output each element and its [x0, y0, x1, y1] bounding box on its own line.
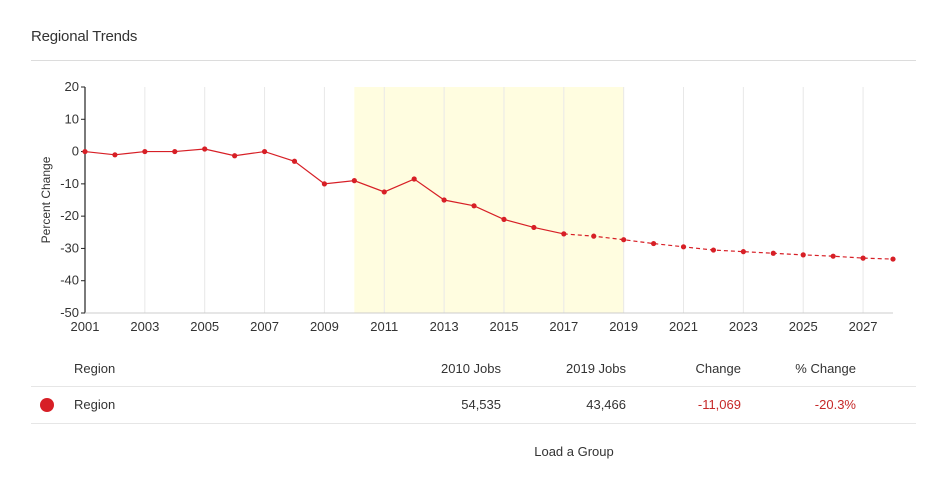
- data-point: [830, 253, 836, 259]
- x-tick-label: 2005: [190, 319, 219, 334]
- data-point: [82, 148, 88, 155]
- data-point: [740, 249, 746, 255]
- y-tick-label: -20: [60, 208, 79, 223]
- x-tick-label: 2007: [250, 319, 279, 334]
- data-point: [680, 244, 687, 250]
- data-point: [112, 152, 118, 158]
- header-region: Region: [74, 361, 116, 376]
- data-point: [531, 224, 537, 231]
- title-divider: [31, 60, 916, 61]
- data-point: [471, 203, 477, 209]
- series-line-projected: [563, 233, 894, 260]
- data-point: [591, 233, 597, 239]
- data-point: [621, 237, 627, 243]
- x-tick-label: 2013: [430, 319, 459, 334]
- y-tick-label: 10: [65, 111, 79, 126]
- highlight-band: [354, 87, 624, 313]
- data-point: [860, 255, 866, 261]
- data-point: [142, 148, 148, 155]
- row-2019-jobs: 43,466: [586, 397, 626, 412]
- header-pct-change: % Change: [795, 361, 856, 376]
- data-point: [232, 153, 238, 159]
- row-pct-change: -20.3%: [814, 397, 856, 412]
- y-tick-label: 20: [65, 79, 79, 94]
- region-table: Region 2010 Jobs 2019 Jobs Change % Chan…: [31, 352, 916, 424]
- table-row[interactable]: Region 54,535 43,466 -11,069 -20.3%: [31, 387, 916, 424]
- data-point: [172, 148, 178, 155]
- y-tick-label: -50: [60, 305, 79, 320]
- x-tick-label: 2003: [130, 319, 159, 334]
- data-point: [800, 252, 806, 258]
- x-tick-label: 2011: [370, 319, 398, 334]
- y-axis-label: Percent Change: [39, 156, 53, 243]
- load-group-container: Load a Group: [0, 444, 946, 459]
- x-tick-label: 2019: [609, 319, 638, 334]
- data-point: [441, 197, 447, 203]
- data-point: [501, 216, 507, 222]
- data-point: [411, 176, 417, 182]
- x-tick-label: 2009: [310, 319, 339, 334]
- row-2010-jobs: 54,535: [461, 397, 501, 412]
- row-change: -11,069: [697, 397, 741, 412]
- x-tick-label: 2015: [490, 319, 519, 334]
- header-2019-jobs: 2019 Jobs: [566, 361, 626, 376]
- series-color-dot: [40, 398, 54, 412]
- data-point: [291, 158, 298, 164]
- y-tick-label: -30: [60, 240, 79, 255]
- x-tick-label: 2001: [71, 319, 100, 334]
- y-tick-label: 0: [72, 144, 79, 159]
- x-tick-label: 2025: [789, 319, 818, 334]
- y-tick-label: -40: [60, 273, 79, 288]
- table-header: Region 2010 Jobs 2019 Jobs Change % Chan…: [31, 352, 916, 387]
- data-point: [351, 178, 357, 184]
- x-tick-label: 2023: [729, 319, 758, 334]
- data-point: [650, 240, 657, 247]
- header-change: Change: [695, 361, 741, 376]
- data-point: [710, 247, 717, 253]
- x-tick-label: 2017: [549, 319, 578, 334]
- data-point: [561, 231, 567, 237]
- x-tick-label: 2021: [669, 319, 698, 334]
- header-2010-jobs: 2010 Jobs: [441, 361, 501, 376]
- data-point: [261, 148, 268, 155]
- row-region: Region: [74, 397, 116, 412]
- y-tick-label: -10: [60, 176, 79, 191]
- data-point: [381, 189, 387, 195]
- data-point: [202, 146, 208, 152]
- data-point: [321, 181, 328, 187]
- x-tick-label: 2027: [849, 319, 878, 334]
- load-group-link[interactable]: Load a Group: [534, 444, 614, 459]
- page-title: Regional Trends: [31, 28, 138, 45]
- data-point: [890, 256, 896, 262]
- data-point: [770, 250, 776, 256]
